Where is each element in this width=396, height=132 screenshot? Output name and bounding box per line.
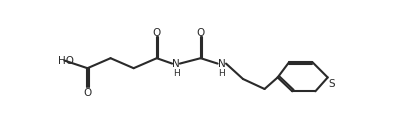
Text: H: H <box>218 69 225 78</box>
Text: HO: HO <box>58 55 74 65</box>
Text: O: O <box>196 28 205 38</box>
Text: N: N <box>217 59 225 69</box>
Text: H: H <box>173 69 179 78</box>
Text: N: N <box>172 59 180 69</box>
Text: S: S <box>328 79 335 89</box>
Text: O: O <box>83 88 91 98</box>
Text: O: O <box>152 28 161 38</box>
